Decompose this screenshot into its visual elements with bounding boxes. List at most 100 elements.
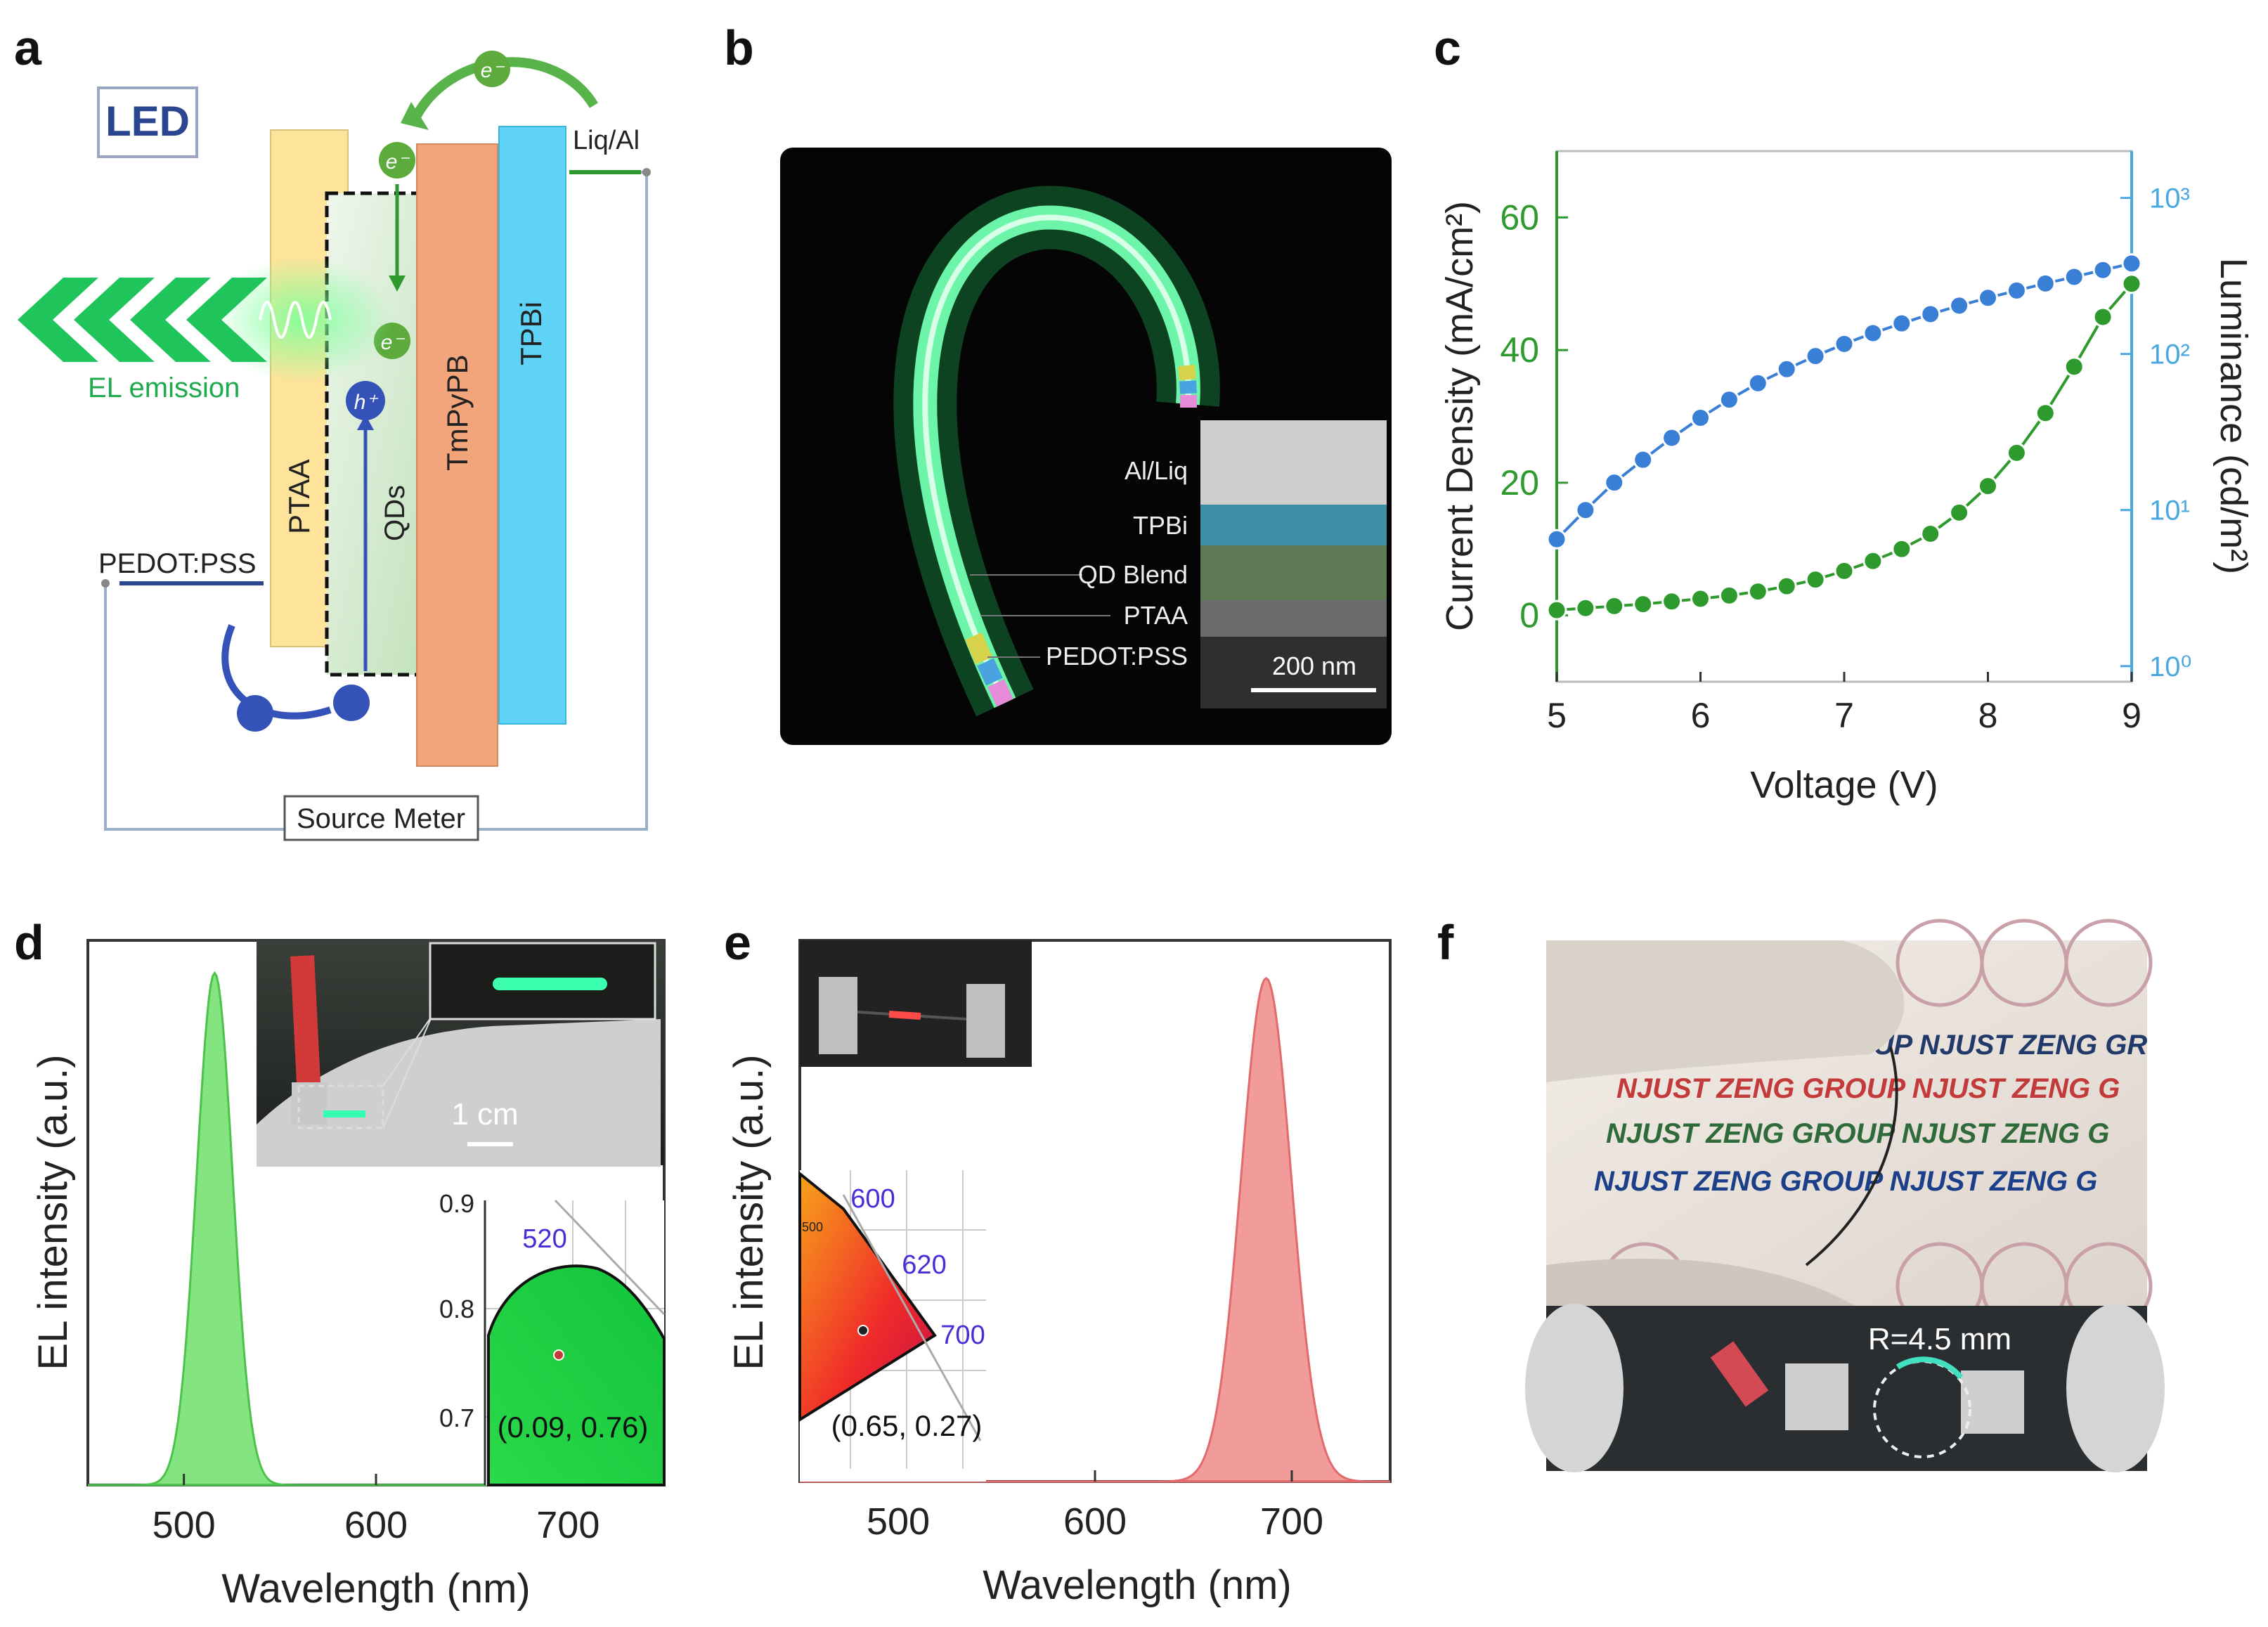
chart-c-xlabel: Voltage (V) — [1750, 764, 1938, 806]
chart-d-ylabel: EL intensity (a.u.) — [30, 1054, 76, 1370]
chart-c-data-point — [2092, 259, 2113, 280]
cie-wavelength-label: 620 — [902, 1250, 946, 1280]
hole-arrowhead — [357, 415, 374, 430]
zoom-box — [297, 1084, 384, 1129]
wire-node — [642, 168, 651, 176]
spectrum-xtick-label: 600 — [1063, 1500, 1127, 1543]
chart-c-y2tick-label: 10¹ — [2149, 495, 2190, 526]
tmpypb-layer — [416, 143, 498, 767]
cie-wavelength-label: 700 — [940, 1321, 985, 1350]
spectrum-xtick-label: 600 — [344, 1504, 408, 1546]
chart-c-data-point — [1834, 333, 1855, 354]
cie-wavelength-label: 520 — [522, 1224, 566, 1254]
chart-c-y2ticks: 10⁰ 10¹ 10² 10³ — [2120, 183, 2192, 682]
chart-c-data-point — [2035, 273, 2056, 294]
electron-symbol-top: e⁻ — [481, 59, 505, 82]
chart-c-data-point — [1862, 550, 1884, 571]
bent-fiber — [1805, 1046, 1898, 1266]
led-label: LED — [105, 98, 190, 145]
chart-e-cie-inset: 600 620 700 500 (0.65, 0.27) — [798, 1170, 986, 1482]
chart-c-data-point — [1633, 449, 1654, 470]
cie-small-label: 500 — [802, 1220, 823, 1234]
chart-c-data-point — [1776, 358, 1797, 380]
chart-c-data-point — [1862, 323, 1884, 344]
chart-c-xtick-label: 9 — [2122, 696, 2141, 735]
tem-tpbi — [1200, 505, 1387, 545]
glove-bottom — [1546, 1258, 1855, 1306]
chart-c-data-point — [1718, 389, 1739, 410]
layer-label-pedot: PEDOT:PSS — [1046, 642, 1188, 670]
source-meter-label: Source Meter — [297, 803, 465, 834]
cie-diagonal — [554, 1199, 666, 1316]
chart-c-y2tick-label: 10⁰ — [2149, 652, 2192, 682]
tem-qd-blend — [1200, 545, 1387, 600]
chart-c-data-point — [1661, 427, 1683, 448]
spectrum-xtick-label: 500 — [867, 1500, 930, 1543]
spectrum-xtick-label: 700 — [536, 1504, 600, 1546]
layer-label-tpbi: TPBi — [1133, 511, 1188, 540]
chart-c-data-point — [1805, 346, 1826, 367]
chart-c-ytick-label: 60 — [1500, 197, 1539, 237]
chart-c-y2tick-label: 10² — [2149, 339, 2190, 370]
liq-al-label: Liq/Al — [573, 126, 640, 155]
ptaa-label: PTAA — [283, 459, 316, 534]
cie-coordinate: (0.09, 0.76) — [498, 1411, 649, 1444]
chart-c-data-point — [1891, 538, 1912, 559]
glove-left — [1525, 1304, 1624, 1472]
chart-c-data-point — [1747, 372, 1768, 394]
panel-f: f NJUST ZENG GROUP NJUST ZENG GR NJUST Z… — [1437, 915, 2165, 1472]
chart-c-data-point — [2035, 403, 2056, 424]
chart-c-data-point — [2063, 356, 2085, 377]
cie-point — [857, 1325, 869, 1336]
fiber-end-layers — [965, 364, 1197, 707]
layer-leader-lines — [970, 574, 1110, 658]
chart-c-xtick-label: 7 — [1834, 696, 1854, 735]
chart-c-data-point — [1920, 304, 1941, 325]
chart-c-data-point — [2006, 280, 2027, 301]
hole-particle-bottom — [237, 695, 273, 732]
led-label-box — [97, 86, 198, 158]
chart-c-xticks: 5 6 7 8 9 — [1547, 672, 2141, 735]
wire-node — [101, 579, 110, 588]
chart-c-data-point — [1949, 295, 1970, 316]
chart-c-data-point — [1891, 313, 1912, 334]
chart-c-y2tick-label: 10³ — [2149, 183, 2190, 214]
spectrum-xtick-label: 700 — [1260, 1500, 1323, 1543]
layer-label-ptaa: PTAA — [1124, 601, 1188, 630]
electron-symbol-mid: e⁻ — [386, 150, 410, 174]
cie-green-region — [487, 1264, 666, 1486]
pedot-label: PEDOT:PSS — [98, 548, 257, 579]
cie-ytick: 0.8 — [439, 1295, 474, 1323]
chart-d-xticks: 500 600 700 — [153, 1474, 600, 1546]
banner-text-line-3: NJUST ZENG GROUP NJUST ZENG G — [1606, 1118, 2109, 1149]
probe-foil — [292, 1082, 327, 1124]
zoom-line — [382, 1015, 433, 1087]
chart-c-y2label: Luminance (cd/m²) — [2212, 258, 2255, 574]
tmpypb-label: TmPyPB — [441, 354, 474, 471]
chart-c-series-line — [1555, 261, 2132, 540]
probe-red — [290, 955, 321, 1097]
chart-c-data-point — [2121, 273, 2142, 294]
chart-c-ytick-label: 0 — [1519, 596, 1539, 635]
panel-letter-f: f — [1437, 915, 1454, 970]
probe-red — [1710, 1341, 1769, 1407]
chart-c-data-point — [2121, 253, 2142, 274]
glove-right — [2066, 1304, 2165, 1472]
panel-d: d 500 600 700 Wavelength (nm) EL intensity… — [14, 915, 666, 1612]
cie-coordinate: (0.65, 0.27) — [831, 1409, 983, 1442]
inset-foil-right — [966, 984, 1005, 1058]
cie-red-region — [798, 1170, 937, 1422]
banner-text-line-4: NJUST ZENG GROUP NJUST ZENG G — [1594, 1166, 2097, 1197]
chart-c-xtick-label: 8 — [1978, 696, 1998, 735]
chart-d-cie-inset: 0.9 0.8 0.7 520 (0.09, 0.76) — [439, 1189, 666, 1486]
glove-shape — [257, 1019, 661, 1167]
chart-c-ylabel: Current Density (mA/cm²) — [1439, 201, 1481, 631]
hole-symbol: h⁺ — [354, 391, 379, 414]
cie-point — [553, 1349, 564, 1361]
chart-c-ytick-label: 40 — [1500, 330, 1539, 370]
panel-letter-b: b — [724, 20, 754, 75]
emission-chevrons — [18, 278, 267, 362]
glove-top — [1546, 940, 1905, 1082]
layer-label-qd-blend: QD Blend — [1078, 560, 1188, 589]
photo-scale-label: 1 cm — [451, 1097, 518, 1132]
